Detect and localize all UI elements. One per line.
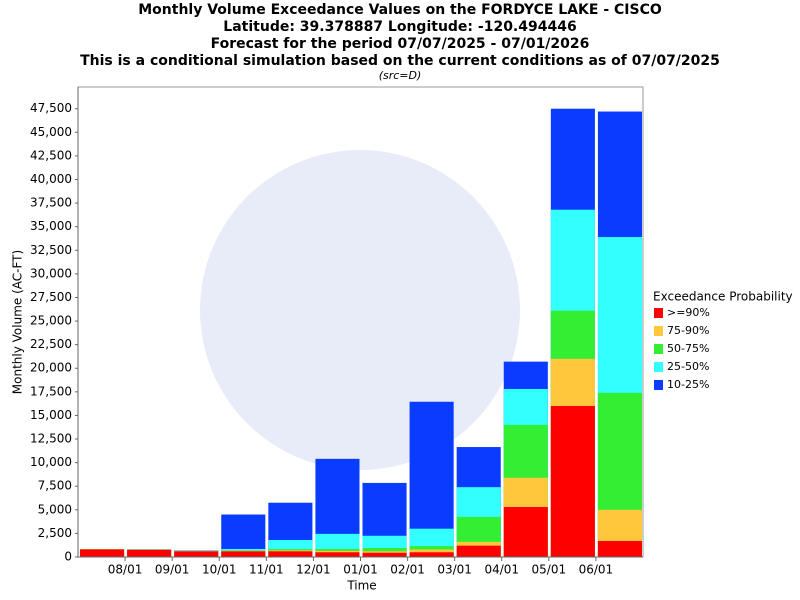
x-tick-label: 09/01 — [155, 563, 190, 577]
x-tick-label: 08/01 — [108, 563, 143, 577]
y-tick-label: 22,500 — [30, 337, 72, 351]
chart-title: Monthly Volume Exceedance Values on the … — [138, 2, 662, 18]
y-axis-title: Monthly Volume (AC-FT) — [11, 250, 25, 394]
y-tick-label: 12,500 — [30, 432, 72, 446]
legend-label: >=90% — [667, 306, 710, 319]
x-tick-label: 06/01 — [579, 563, 614, 577]
bar — [174, 551, 219, 557]
bar — [80, 549, 125, 557]
watermark — [200, 150, 520, 470]
bar — [127, 549, 172, 557]
y-tick-label: 30,000 — [30, 266, 72, 280]
legend-swatch — [654, 344, 663, 354]
y-tick-label: 37,500 — [30, 196, 72, 210]
source-note: (src=D) — [379, 69, 422, 82]
y-tick-label: 17,500 — [30, 384, 72, 398]
bar — [456, 545, 501, 557]
bar — [409, 552, 454, 557]
y-tick-label: 42,500 — [30, 148, 72, 162]
bar — [315, 552, 360, 557]
legend-swatch — [654, 380, 663, 390]
x-tick-label: 05/01 — [532, 563, 567, 577]
bar — [362, 552, 407, 557]
y-tick-label: 20,000 — [30, 361, 72, 375]
bar — [268, 551, 313, 557]
legend-swatch — [654, 308, 663, 318]
x-tick-label: 04/01 — [484, 563, 519, 577]
x-tick-label: 10/01 — [202, 563, 237, 577]
bar — [597, 540, 642, 557]
y-tick-label: 40,000 — [30, 172, 72, 186]
legend-label: 10-25% — [667, 378, 709, 391]
y-tick-label: 45,000 — [30, 125, 72, 139]
x-tick-label: 12/01 — [296, 563, 331, 577]
legend-swatch — [654, 362, 663, 372]
chart-subtitle: Forecast for the period 07/07/2025 - 07/… — [211, 36, 590, 52]
legend-label: 25-50% — [667, 360, 709, 373]
y-tick-label: 7,500 — [38, 479, 72, 493]
y-tick-label: 10,000 — [30, 455, 72, 469]
chart-subtitle: Latitude: 39.378887 Longitude: -120.4944… — [223, 19, 576, 35]
y-tick-label: 25,000 — [30, 314, 72, 328]
legend-swatch — [654, 326, 663, 336]
y-tick-label: 15,000 — [30, 408, 72, 422]
x-tick-label: 03/01 — [437, 563, 472, 577]
y-tick-label: 35,000 — [30, 219, 72, 233]
bar — [550, 405, 595, 557]
legend-title: Exceedance Probability — [653, 290, 793, 304]
legend-label: 75-90% — [667, 324, 709, 337]
y-tick-label: 27,500 — [30, 290, 72, 304]
y-tick-label: 5,000 — [38, 502, 72, 516]
y-tick-label: 32,500 — [30, 243, 72, 257]
bar — [221, 551, 266, 557]
y-tick-label: 47,500 — [30, 101, 72, 115]
x-tick-label: 02/01 — [390, 563, 425, 577]
y-tick-label: 2,500 — [38, 526, 72, 540]
x-tick-label: 11/01 — [249, 563, 284, 577]
y-tick-label: 0 — [64, 550, 72, 564]
chart-subtitle: This is a conditional simulation based o… — [80, 53, 720, 69]
x-tick-label: 01/01 — [343, 563, 378, 577]
bar — [503, 506, 548, 557]
legend-label: 50-75% — [667, 342, 709, 355]
x-axis-title: Time — [346, 579, 376, 593]
